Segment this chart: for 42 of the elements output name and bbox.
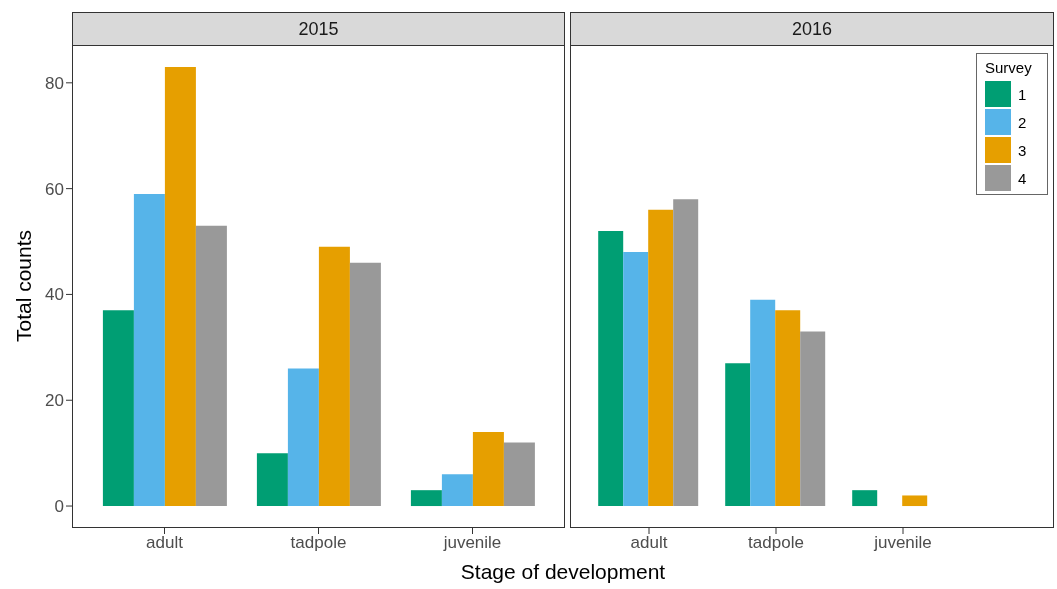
bar — [318, 246, 350, 507]
bar — [750, 299, 776, 507]
y-axis-title: Total counts — [12, 229, 36, 343]
bar — [195, 225, 227, 507]
x-tick-label: juvenile — [873, 533, 932, 553]
chart-title: 2015 — [72, 12, 565, 46]
chart-title: 2016 — [570, 12, 1054, 46]
bar — [349, 262, 381, 507]
bar — [503, 442, 535, 507]
bar — [725, 363, 751, 507]
x-tick-label: adult — [630, 533, 668, 553]
legend-label: 3 — [1018, 142, 1027, 159]
bar — [598, 230, 624, 507]
y-tick-label: 80 — [45, 73, 64, 93]
legend-title: Survey — [985, 59, 1033, 76]
legend-label: 2 — [1018, 114, 1027, 131]
y-tick-label: 20 — [45, 391, 64, 411]
bar — [775, 310, 801, 507]
x-tick-label: adult — [146, 533, 184, 553]
bar — [133, 193, 165, 507]
x-tick-label: juvenile — [442, 533, 502, 553]
bar — [623, 252, 649, 507]
legend-label: 1 — [1018, 86, 1027, 103]
x-axis-title: Stage of development — [459, 560, 667, 584]
legend-label: 4 — [1018, 170, 1027, 187]
bar — [164, 66, 196, 507]
bar — [648, 209, 674, 507]
bar — [256, 453, 288, 507]
bar — [800, 331, 826, 507]
bar — [287, 368, 319, 507]
bar — [673, 199, 699, 507]
bar — [902, 495, 928, 507]
x-tick-label: tadpole — [290, 533, 347, 553]
bar — [441, 474, 473, 507]
y-tick-label: 40 — [45, 285, 64, 305]
bar — [472, 431, 504, 507]
bar — [102, 310, 134, 507]
x-tick-label: tadpole — [748, 533, 804, 553]
y-tick-label: 0 — [54, 497, 64, 517]
bar — [410, 490, 442, 507]
y-tick-label: 60 — [45, 179, 64, 199]
bar — [852, 490, 878, 507]
